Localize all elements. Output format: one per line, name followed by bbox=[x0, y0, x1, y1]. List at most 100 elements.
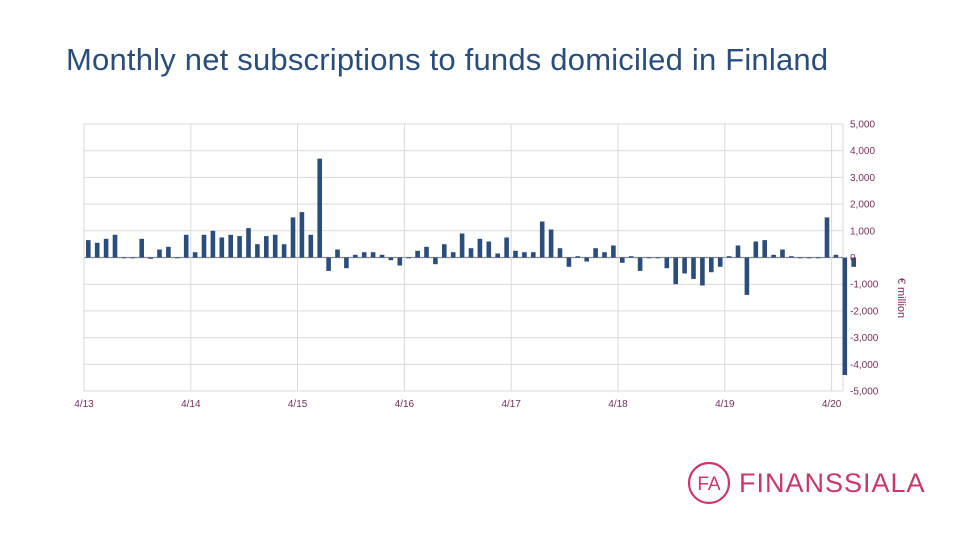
bar bbox=[210, 230, 216, 258]
bar bbox=[717, 257, 723, 267]
bar bbox=[139, 238, 144, 258]
bar bbox=[806, 257, 812, 259]
bar bbox=[780, 249, 785, 258]
bar bbox=[664, 257, 670, 269]
fa-logo-icon: FA bbox=[687, 461, 731, 505]
bar bbox=[450, 252, 456, 258]
bar bbox=[646, 257, 652, 259]
bar bbox=[148, 257, 153, 259]
bar bbox=[246, 228, 251, 258]
y-tick-label: 0 bbox=[850, 253, 856, 264]
bar bbox=[833, 254, 839, 258]
x-tick-label: 4/14 bbox=[181, 399, 201, 410]
y-tick-label: 1,000 bbox=[850, 226, 875, 237]
bar bbox=[228, 234, 233, 258]
bar bbox=[842, 257, 848, 375]
bar bbox=[290, 217, 296, 258]
bar bbox=[388, 257, 394, 261]
bar bbox=[584, 257, 589, 262]
y-tick-label: 2,000 bbox=[850, 200, 875, 211]
bar bbox=[762, 240, 767, 258]
bar bbox=[513, 250, 518, 258]
bar bbox=[637, 257, 643, 271]
bar bbox=[851, 257, 856, 267]
bar bbox=[264, 236, 269, 258]
bar bbox=[824, 217, 830, 258]
bar bbox=[201, 234, 207, 258]
bar bbox=[103, 238, 109, 258]
bar bbox=[175, 257, 180, 259]
chart-bars bbox=[86, 158, 856, 375]
bar bbox=[557, 248, 563, 258]
bar bbox=[379, 254, 385, 258]
page-title: Monthly net subscriptions to funds domic… bbox=[66, 42, 829, 77]
y-tick-label: -2,000 bbox=[850, 306, 879, 317]
bar bbox=[255, 244, 260, 258]
y-tick-label: -3,000 bbox=[850, 333, 879, 344]
bar bbox=[433, 257, 438, 265]
y-tick-labels: 5,000 4,000 3,000 2,000 1,000 0 -1,000 -2,000 -3… bbox=[850, 120, 879, 398]
bar bbox=[183, 234, 189, 258]
bar bbox=[548, 229, 554, 258]
bar bbox=[486, 241, 492, 258]
bar bbox=[735, 245, 741, 258]
bar bbox=[611, 245, 616, 258]
bar bbox=[798, 257, 803, 259]
x-tick-label: 4/16 bbox=[395, 399, 415, 410]
y-tick-label: 3,000 bbox=[850, 173, 875, 184]
bar bbox=[504, 237, 509, 258]
finanssiala-logo: FA FINANSSIALA bbox=[687, 460, 926, 506]
bar bbox=[789, 256, 794, 258]
bar bbox=[121, 257, 127, 259]
bar bbox=[326, 257, 331, 271]
bar bbox=[299, 212, 305, 258]
y-tick-label: -5,000 bbox=[850, 387, 879, 398]
bar bbox=[281, 244, 287, 258]
y-tick-label: -1,000 bbox=[850, 280, 879, 291]
bar bbox=[344, 257, 349, 269]
bar bbox=[575, 256, 581, 258]
y-axis-label: € million bbox=[895, 278, 907, 318]
x-tick-label: 4/13 bbox=[74, 399, 94, 410]
bar bbox=[539, 221, 545, 258]
x-tick-label: 4/20 bbox=[822, 399, 842, 410]
bar bbox=[815, 257, 821, 259]
bar bbox=[335, 249, 340, 258]
bar bbox=[192, 252, 198, 258]
x-tick-label: 4/17 bbox=[501, 399, 521, 410]
bar bbox=[495, 253, 500, 258]
bar bbox=[655, 257, 661, 259]
bar bbox=[361, 252, 367, 258]
x-tick-label: 4/15 bbox=[288, 399, 308, 410]
bar bbox=[112, 234, 118, 258]
bar bbox=[682, 257, 687, 274]
bar bbox=[353, 254, 358, 258]
bar bbox=[237, 236, 242, 258]
bar bbox=[531, 252, 536, 258]
bar bbox=[726, 256, 732, 258]
bar bbox=[424, 246, 429, 258]
bar bbox=[166, 246, 171, 258]
bar bbox=[219, 237, 225, 258]
bar bbox=[673, 257, 678, 285]
x-tick-label: 4/19 bbox=[715, 399, 735, 410]
bar bbox=[700, 257, 705, 286]
bar bbox=[744, 257, 750, 295]
y-tick-label: 5,000 bbox=[850, 120, 875, 131]
bar bbox=[130, 257, 136, 259]
bar bbox=[628, 256, 634, 258]
bar bbox=[522, 252, 527, 258]
logo-mark-text: FA bbox=[697, 474, 721, 495]
bar bbox=[771, 254, 776, 258]
bar bbox=[593, 248, 598, 258]
bar bbox=[602, 252, 607, 258]
bar bbox=[620, 257, 625, 263]
bar bbox=[370, 252, 376, 258]
bar bbox=[566, 257, 572, 267]
logo-text: FINANSSIALA bbox=[739, 467, 926, 498]
bar bbox=[94, 242, 100, 258]
bar bbox=[406, 257, 411, 259]
bar bbox=[459, 233, 465, 258]
y-tick-label: 4,000 bbox=[850, 146, 875, 157]
